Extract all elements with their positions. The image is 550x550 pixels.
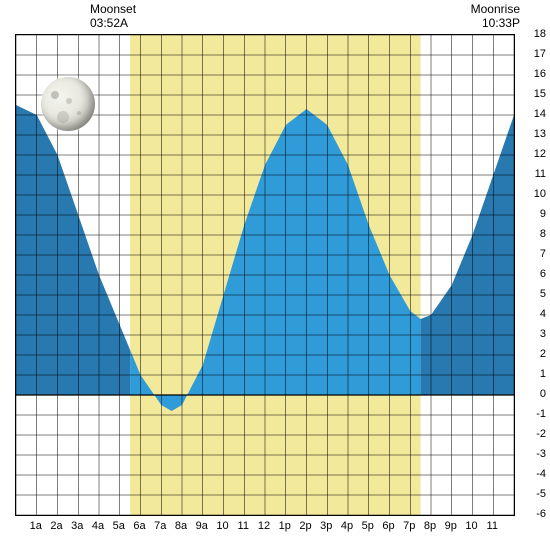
y-tick: 15 — [534, 88, 546, 100]
y-tick: 0 — [540, 388, 546, 400]
moonset-label: Moonset — [90, 2, 136, 16]
x-tick: 5p — [362, 520, 374, 532]
y-tick: 16 — [534, 68, 546, 80]
y-tick: 17 — [534, 48, 546, 60]
x-tick: 3p — [320, 520, 332, 532]
x-tick: 2p — [299, 520, 311, 532]
x-tick: 6p — [382, 520, 394, 532]
y-tick: 10 — [534, 188, 546, 200]
x-tick: 6a — [133, 520, 145, 532]
y-tick: 4 — [540, 308, 546, 320]
y-tick: 13 — [534, 128, 546, 140]
x-tick: 1p — [279, 520, 291, 532]
x-tick: 11 — [238, 520, 249, 532]
x-tick: 8p — [424, 520, 436, 532]
y-tick: 9 — [540, 208, 546, 220]
y-tick: -3 — [536, 448, 546, 460]
tide-chart: Moonset 03:52A Moonrise 10:33P -6 -5 -4 -3 -… — [0, 0, 550, 550]
plot-area — [15, 34, 515, 516]
x-tick: 10 — [465, 520, 477, 532]
y-tick: 12 — [534, 148, 546, 160]
x-tick: 8a — [175, 520, 187, 532]
x-tick: 11 — [487, 520, 498, 532]
x-tick: 9p — [445, 520, 457, 532]
x-axis: 1a 2a 3a 4a 5a 6a 7a 8a 9a 10 11 12 1p 2p 3p 4p 5p 6p 7p 8p… — [15, 520, 513, 540]
y-tick: 7 — [540, 248, 546, 260]
y-tick: 3 — [540, 328, 546, 340]
y-tick: 5 — [540, 288, 546, 300]
x-tick: 9a — [196, 520, 208, 532]
x-tick: 1a — [30, 520, 42, 532]
moonrise-label: Moonrise — [471, 2, 520, 16]
moonrise-label-block: Moonrise 10:33P — [471, 2, 520, 30]
y-tick: -4 — [536, 468, 546, 480]
moonset-label-block: Moonset 03:52A — [90, 2, 136, 30]
x-tick: 12 — [258, 520, 270, 532]
x-tick: 4a — [92, 520, 104, 532]
x-tick: 2a — [50, 520, 62, 532]
y-axis: -6-5-4-3-2-10123456789101112131415161718 — [522, 34, 546, 514]
moonrise-time: 10:33P — [471, 16, 520, 30]
x-tick: 3a — [71, 520, 83, 532]
y-tick: 6 — [540, 268, 546, 280]
y-tick: -5 — [536, 488, 546, 500]
y-tick: 1 — [540, 368, 546, 380]
y-tick: 8 — [540, 228, 546, 240]
x-tick: 4p — [341, 520, 353, 532]
y-tick: -6 — [536, 508, 546, 520]
full-moon-icon — [41, 77, 95, 131]
x-tick: 7a — [154, 520, 166, 532]
moonset-time: 03:52A — [90, 16, 136, 30]
y-tick: -1 — [536, 408, 546, 420]
y-tick: 2 — [540, 348, 546, 360]
x-tick: 5a — [113, 520, 125, 532]
x-tick: 10 — [216, 520, 228, 532]
y-tick: -2 — [536, 428, 546, 440]
y-tick: 18 — [534, 28, 546, 40]
x-tick: 7p — [403, 520, 415, 532]
y-tick: 14 — [534, 108, 546, 120]
y-tick: 11 — [535, 168, 546, 180]
